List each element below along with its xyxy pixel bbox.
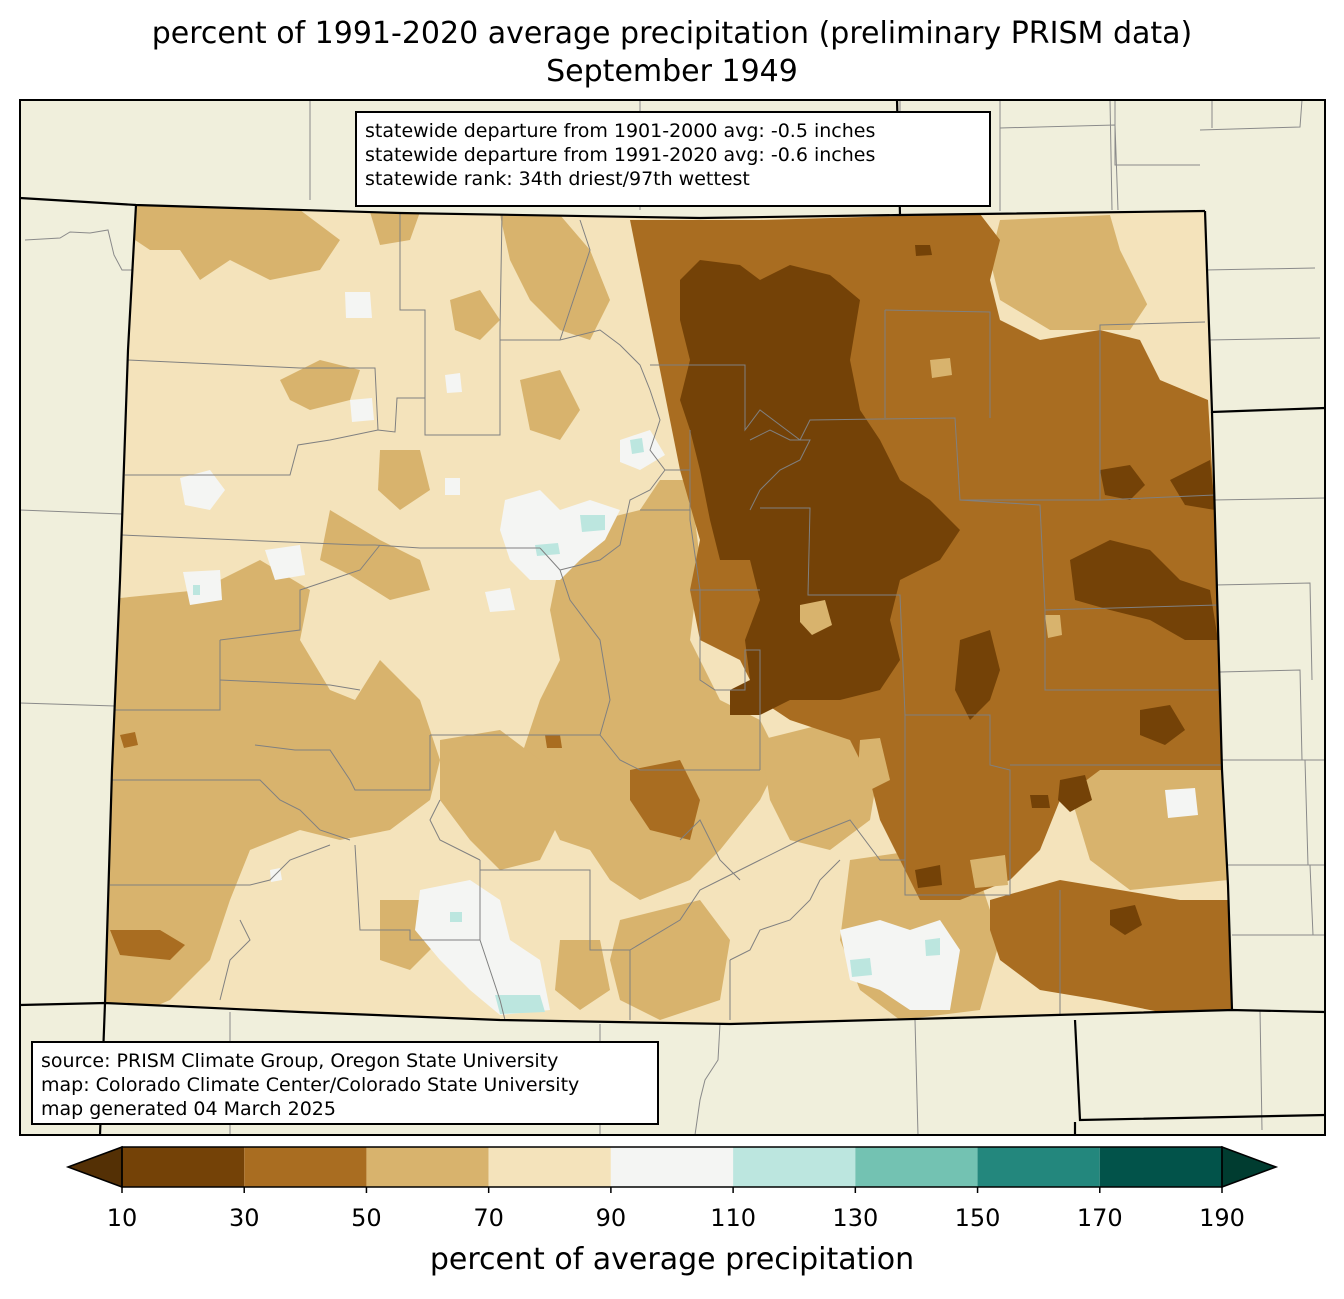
- precipitation-map: [19, 99, 1326, 1136]
- colorbar: [65, 1145, 1279, 1193]
- colorbar-bin-50-70: [366, 1147, 489, 1187]
- colorbar-bin-70-90: [488, 1147, 611, 1187]
- generated-date-line: map generated 04 March 2025: [41, 1098, 336, 1120]
- colorbar-bin-110-130: [733, 1147, 856, 1187]
- colorbar-bin-30-50: [244, 1147, 367, 1187]
- colorbar-tick-label: 110: [710, 1204, 757, 1232]
- map-title: percent of 1991-2020 average precipitati…: [151, 16, 1193, 51]
- colorbar-bin-150-170: [977, 1147, 1100, 1187]
- colorbar-under-arrow: [65, 1145, 123, 1189]
- colorbar-tick-label: 30: [228, 1204, 260, 1232]
- colorbar-tick-label: 170: [1076, 1204, 1123, 1232]
- colorbar-tick-label: 190: [1199, 1204, 1245, 1232]
- colorbar-tick-label: 50: [351, 1204, 382, 1232]
- colorbar-tick-label: 10: [106, 1204, 138, 1232]
- colorbar-over-arrow: [1221, 1145, 1279, 1189]
- colorbar-label: percent of average precipitation: [429, 1242, 915, 1277]
- colorbar-tick-label: 90: [595, 1204, 627, 1232]
- map-credit-line: map: Colorado Climate Center/Colorado St…: [41, 1074, 580, 1096]
- stat-line-1901-2000: statewide departure from 1901-2000 avg: …: [365, 120, 876, 142]
- source-box: source: PRISM Climate Group, Oregon Stat…: [31, 1041, 659, 1125]
- map-frame: [19, 99, 1326, 1136]
- source-line: source: PRISM Climate Group, Oregon Stat…: [41, 1050, 559, 1072]
- colorbar-tick-label: 130: [832, 1204, 879, 1232]
- map-subtitle: September 1949: [546, 54, 798, 89]
- colorbar-tick-label: 150: [954, 1204, 1001, 1232]
- colorbar-bin-90-110: [610, 1147, 734, 1187]
- colorbar-frame: [121, 1146, 1223, 1188]
- colorbar-bin-10-30: [122, 1147, 245, 1187]
- colorbar-bin-170-190: [1099, 1147, 1222, 1187]
- colorbar-tick-label: 70: [473, 1204, 504, 1232]
- statewide-stats-box: statewide departure from 1901-2000 avg: …: [355, 111, 991, 207]
- stat-line-1991-2020: statewide departure from 1991-2020 avg: …: [365, 144, 876, 166]
- county-lines: [110, 213, 1222, 1021]
- stat-line-rank: statewide rank: 34th driest/97th wettest: [365, 168, 750, 190]
- colorbar-bin-130-150: [855, 1147, 978, 1187]
- precipitation-field: [105, 205, 1232, 1024]
